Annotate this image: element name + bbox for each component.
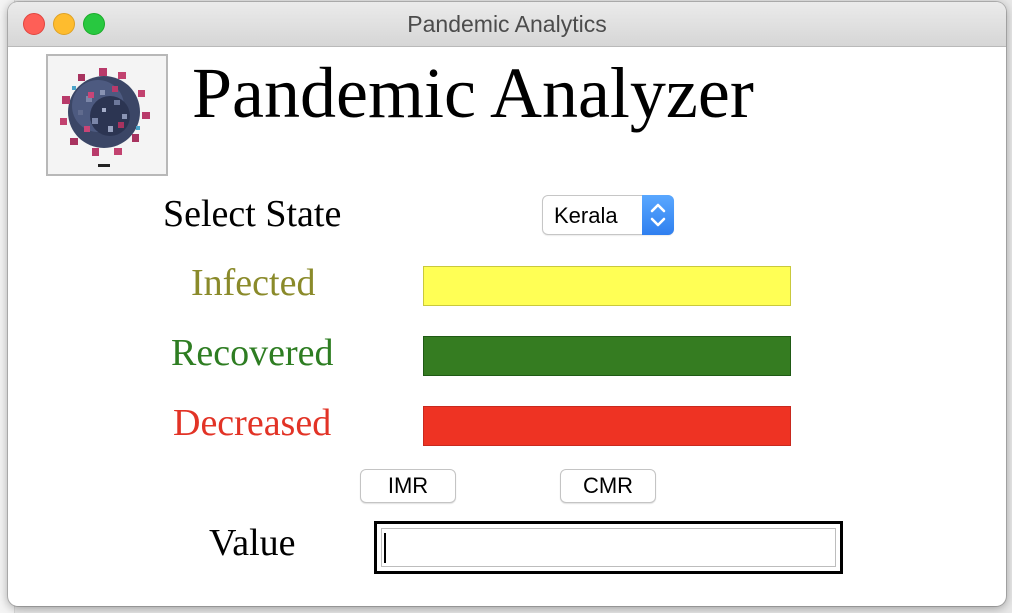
app-window: Pandemic Analytics <box>8 2 1006 606</box>
minimize-window-button[interactable] <box>53 13 75 35</box>
value-label: Value <box>209 522 296 564</box>
value-input-field[interactable] <box>381 528 836 567</box>
virus-logo-image <box>46 54 168 176</box>
app-heading: Pandemic Analyzer <box>192 53 754 133</box>
recovered-bar <box>423 336 791 376</box>
decreased-label: Decreased <box>173 402 332 444</box>
window-title: Pandemic Analytics <box>407 11 607 37</box>
cmr-button[interactable]: CMR <box>560 469 656 503</box>
infected-label: Infected <box>191 262 316 304</box>
imr-button[interactable]: IMR <box>360 469 456 503</box>
chevron-up-down-icon <box>642 195 674 235</box>
zoom-window-button[interactable] <box>83 13 105 35</box>
value-input[interactable] <box>374 521 843 574</box>
text-caret <box>384 533 386 563</box>
decreased-bar <box>423 406 791 446</box>
title-bar[interactable]: Pandemic Analytics <box>8 2 1006 47</box>
infected-bar <box>423 266 791 306</box>
state-select-value: Kerala <box>554 203 618 228</box>
state-select[interactable]: Kerala <box>542 195 674 235</box>
recovered-label: Recovered <box>171 332 334 374</box>
virus-icon <box>48 56 166 174</box>
select-state-label: Select State <box>163 193 342 235</box>
close-window-button[interactable] <box>23 13 45 35</box>
